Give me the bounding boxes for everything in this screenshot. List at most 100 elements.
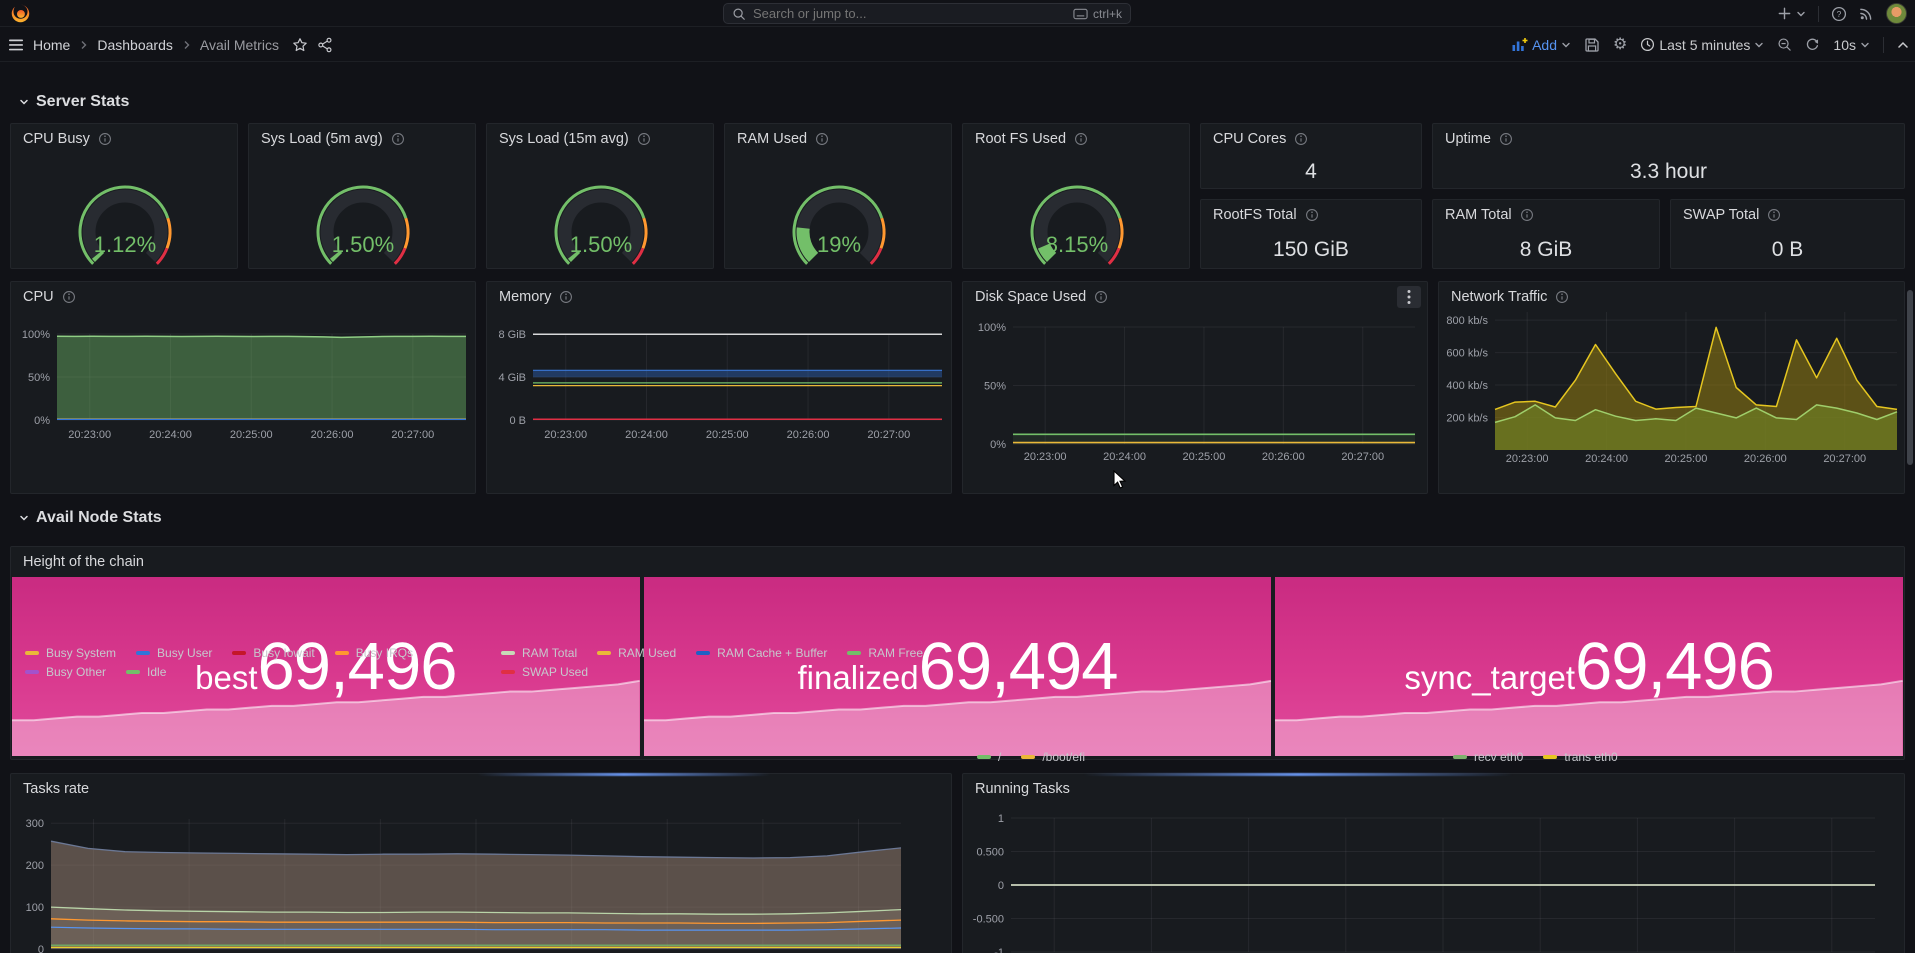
svg-text:20:24:00: 20:24:00 bbox=[1585, 453, 1628, 465]
panel-menu-button[interactable] bbox=[1397, 286, 1421, 308]
breadcrumb-dashboards[interactable]: Dashboards bbox=[97, 37, 173, 53]
section-server-stats[interactable]: Server Stats bbox=[18, 93, 129, 111]
running-tasks-chart[interactable]: 10.5000-0.500-1 bbox=[963, 774, 1906, 953]
keyboard-shortcut: ctrl+k bbox=[1073, 7, 1122, 21]
panel-rootfs-used[interactable]: Root FS Used 8.15% bbox=[962, 123, 1190, 269]
panel-sys-load-5m[interactable]: Sys Load (5m avg) 1.50% bbox=[248, 123, 476, 269]
legend-item[interactable]: RAM Cache + Buffer bbox=[696, 646, 827, 660]
info-icon[interactable] bbox=[391, 132, 405, 146]
zoom-out-time-button[interactable] bbox=[1777, 37, 1792, 52]
tasks-rate-chart[interactable]: 3002001000 bbox=[11, 774, 953, 953]
panel-title: Tasks rate bbox=[23, 781, 89, 797]
svg-text:-1: -1 bbox=[994, 947, 1004, 953]
info-icon[interactable] bbox=[62, 290, 76, 304]
legend-item[interactable]: / bbox=[977, 750, 1001, 764]
info-icon[interactable] bbox=[1074, 132, 1088, 146]
search-input[interactable] bbox=[753, 6, 1066, 21]
panel-network-traffic[interactable]: Network Traffic 800 kb/s600 kb/s400 kb/s… bbox=[1438, 281, 1905, 494]
panel-title: Memory bbox=[499, 289, 551, 305]
legend-swatch bbox=[977, 755, 991, 759]
legend-item[interactable]: Busy System bbox=[25, 646, 116, 660]
panel-ram-used[interactable]: RAM Used 19% bbox=[724, 123, 952, 269]
info-icon[interactable] bbox=[1499, 132, 1513, 146]
dashboard-settings-button[interactable]: ⚙ bbox=[1613, 37, 1627, 53]
legend-item[interactable]: Busy IRQs bbox=[335, 646, 413, 660]
info-icon[interactable] bbox=[815, 132, 829, 146]
save-dashboard-button[interactable] bbox=[1584, 37, 1600, 53]
legend-item[interactable]: /boot/efi bbox=[1021, 750, 1085, 764]
grafana-logo-icon[interactable] bbox=[10, 3, 31, 24]
section-avail-node-stats[interactable]: Avail Node Stats bbox=[18, 509, 162, 527]
refresh-button[interactable] bbox=[1805, 37, 1820, 52]
memory-chart[interactable]: 8 GiB4 GiB0 B20:23:0020:24:0020:25:0020:… bbox=[487, 282, 953, 495]
legend-item[interactable]: Busy Other bbox=[25, 665, 106, 679]
help-button[interactable]: ? bbox=[1831, 6, 1847, 22]
scrollbar-thumb[interactable] bbox=[1907, 290, 1913, 465]
network-traffic-chart[interactable]: 800 kb/s600 kb/s400 kb/s200 kb/s20:23:00… bbox=[1439, 282, 1906, 495]
share-button[interactable] bbox=[317, 37, 333, 53]
chevron-down-icon bbox=[18, 512, 30, 524]
svg-text:600 kb/s: 600 kb/s bbox=[1446, 348, 1488, 360]
network-legend: recv eth0 trans eth0 bbox=[1453, 750, 1618, 764]
info-icon[interactable] bbox=[1767, 208, 1781, 222]
legend-item[interactable]: RAM Free bbox=[847, 646, 923, 660]
legend-label: / bbox=[998, 750, 1001, 764]
panel-swap-total[interactable]: SWAP Total 0 B bbox=[1670, 199, 1905, 269]
help-icon: ? bbox=[1831, 6, 1847, 22]
panel-memory[interactable]: Memory 8 GiB4 GiB0 B20:23:0020:24:0020:2… bbox=[486, 281, 952, 494]
new-menu-button[interactable] bbox=[1777, 6, 1806, 21]
legend-item[interactable]: RAM Total bbox=[501, 646, 577, 660]
stat-sync-target[interactable]: sync_target 69,496 bbox=[1275, 577, 1903, 756]
info-icon[interactable] bbox=[1294, 132, 1308, 146]
user-avatar[interactable] bbox=[1886, 3, 1907, 24]
panel-cpu-busy[interactable]: CPU Busy 1.12% bbox=[10, 123, 238, 269]
legend-item[interactable]: recv eth0 bbox=[1453, 750, 1523, 764]
panel-tasks-rate[interactable]: Tasks rate 3002001000 bbox=[10, 773, 952, 953]
legend-item[interactable]: Busy User bbox=[136, 646, 212, 660]
rss-icon bbox=[1859, 6, 1874, 21]
add-panel-button[interactable]: Add bbox=[1511, 37, 1571, 53]
legend-swatch bbox=[501, 651, 515, 655]
section-title: Server Stats bbox=[36, 93, 129, 111]
panel-title: RAM Used bbox=[737, 131, 807, 147]
global-search[interactable]: ctrl+k bbox=[723, 3, 1131, 24]
legend-item[interactable]: RAM Used bbox=[597, 646, 676, 660]
panel-uptime[interactable]: Uptime 3.3 hour bbox=[1432, 123, 1905, 189]
favorite-button[interactable] bbox=[292, 37, 308, 53]
star-icon bbox=[292, 37, 308, 53]
panel-cpu-cores[interactable]: CPU Cores 4 bbox=[1200, 123, 1422, 189]
refresh-interval-picker[interactable]: 10s bbox=[1833, 37, 1870, 53]
info-icon[interactable] bbox=[1555, 290, 1569, 304]
info-icon[interactable] bbox=[1094, 290, 1108, 304]
panel-sys-load-15m[interactable]: Sys Load (15m avg) 1.50% bbox=[486, 123, 714, 269]
time-range-label: Last 5 minutes bbox=[1659, 37, 1750, 53]
mega-menu-button[interactable] bbox=[8, 38, 24, 52]
legend-item[interactable]: Busy Iowait bbox=[232, 646, 314, 660]
panel-cpu[interactable]: CPU 100%50%0%20:23:0020:24:0020:25:0020:… bbox=[10, 281, 476, 494]
svg-text:1.50%: 1.50% bbox=[332, 232, 394, 257]
legend-item[interactable]: SWAP Used bbox=[501, 665, 588, 679]
panel-running-tasks[interactable]: Running Tasks 10.5000-0.500-1 bbox=[962, 773, 1905, 953]
svg-text:200 kb/s: 200 kb/s bbox=[1446, 413, 1488, 425]
panel-disk-space[interactable]: Disk Space Used 100%50%0%20:23:0020:24:0… bbox=[962, 281, 1428, 494]
svg-text:20:27:00: 20:27:00 bbox=[391, 429, 434, 441]
panel-ram-total[interactable]: RAM Total 8 GiB bbox=[1432, 199, 1660, 269]
section-title: Avail Node Stats bbox=[36, 509, 162, 527]
info-icon[interactable] bbox=[559, 290, 573, 304]
svg-text:20:27:00: 20:27:00 bbox=[1823, 453, 1866, 465]
cpu-chart[interactable]: 100%50%0%20:23:0020:24:0020:25:0020:26:0… bbox=[11, 282, 477, 495]
info-icon[interactable] bbox=[1305, 208, 1319, 222]
info-icon[interactable] bbox=[1520, 208, 1534, 222]
news-button[interactable] bbox=[1859, 6, 1874, 21]
breadcrumb-home[interactable]: Home bbox=[33, 37, 70, 53]
clock-icon bbox=[1640, 37, 1655, 52]
panel-rootfs-total[interactable]: RootFS Total 150 GiB bbox=[1200, 199, 1422, 269]
info-icon[interactable] bbox=[637, 132, 651, 146]
legend-item[interactable]: trans eth0 bbox=[1543, 750, 1617, 764]
disk-space-chart[interactable]: 100%50%0%20:23:0020:24:0020:25:0020:26:0… bbox=[963, 282, 1429, 495]
legend-label: Busy IRQs bbox=[356, 646, 413, 660]
legend-item[interactable]: Idle bbox=[126, 665, 166, 679]
collapse-toolbar-button[interactable] bbox=[1897, 40, 1909, 50]
time-range-picker[interactable]: Last 5 minutes bbox=[1640, 37, 1764, 53]
info-icon[interactable] bbox=[98, 132, 112, 146]
